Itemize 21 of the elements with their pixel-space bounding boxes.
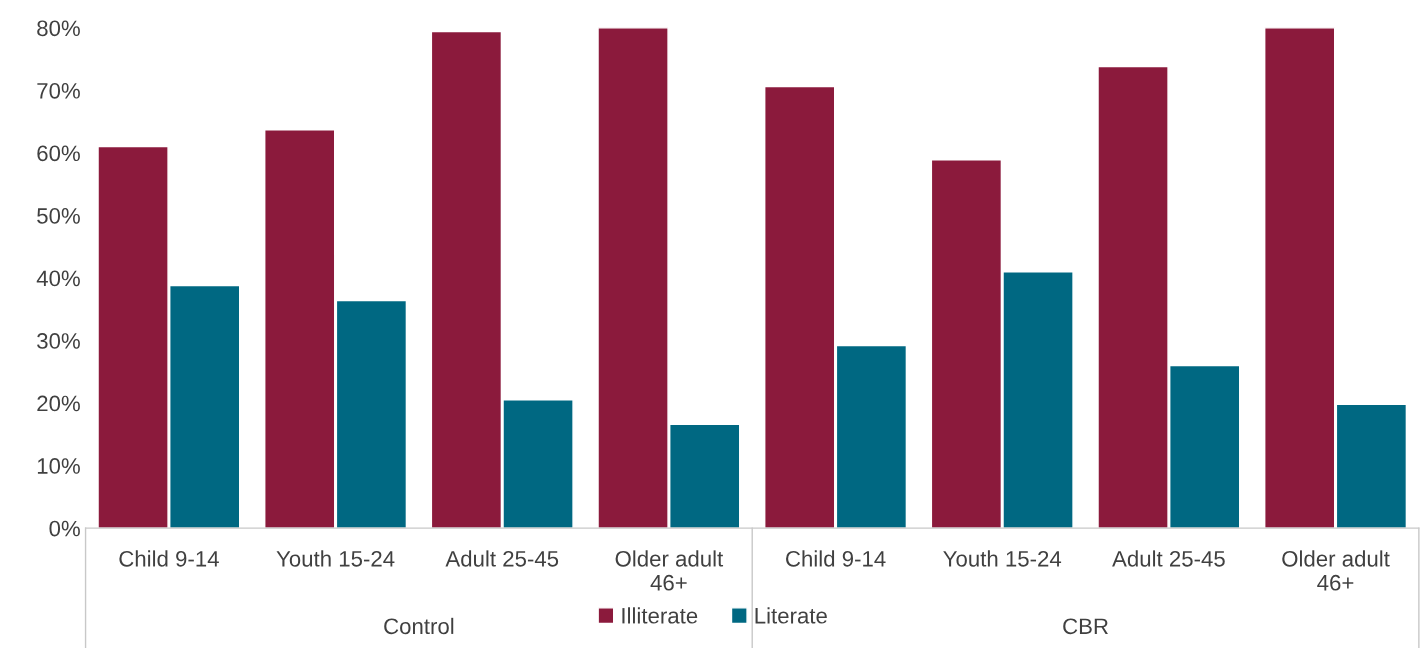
text: Control (384, 617, 454, 635)
x-tick-label: Older adult 46+ (615, 550, 724, 591)
y-tick-label: 70% (37, 82, 80, 99)
y-tick-label: 30% (37, 333, 80, 349)
legend-label: Literate (755, 607, 827, 624)
y-tick-label: 40% (36, 270, 80, 287)
x-tick-label: Youth 15-24 (943, 550, 1062, 567)
x-tick-label: Adult 25-45 (1112, 550, 1225, 567)
y-tick-label: 50% (37, 207, 80, 224)
y-tick-label: 20% (37, 395, 80, 412)
x-tick-label: Older adult 46+ (1282, 550, 1390, 591)
x-tick-label: Adult 25-45 (445, 550, 559, 567)
x-tick-label: Child 9-14 (786, 550, 886, 567)
x-tick-label: Youth 15-24 (276, 550, 395, 567)
legend-label: Illiterate (622, 607, 698, 624)
text: CBR (1063, 618, 1108, 635)
y-tick-label: 10% (37, 458, 80, 474)
y-tick-label: 0% (49, 520, 80, 537)
y-tick-label: 60% (37, 145, 80, 162)
y-tick-label: 80% (37, 20, 80, 37)
x-tick-label: Child 9-14 (119, 550, 219, 567)
